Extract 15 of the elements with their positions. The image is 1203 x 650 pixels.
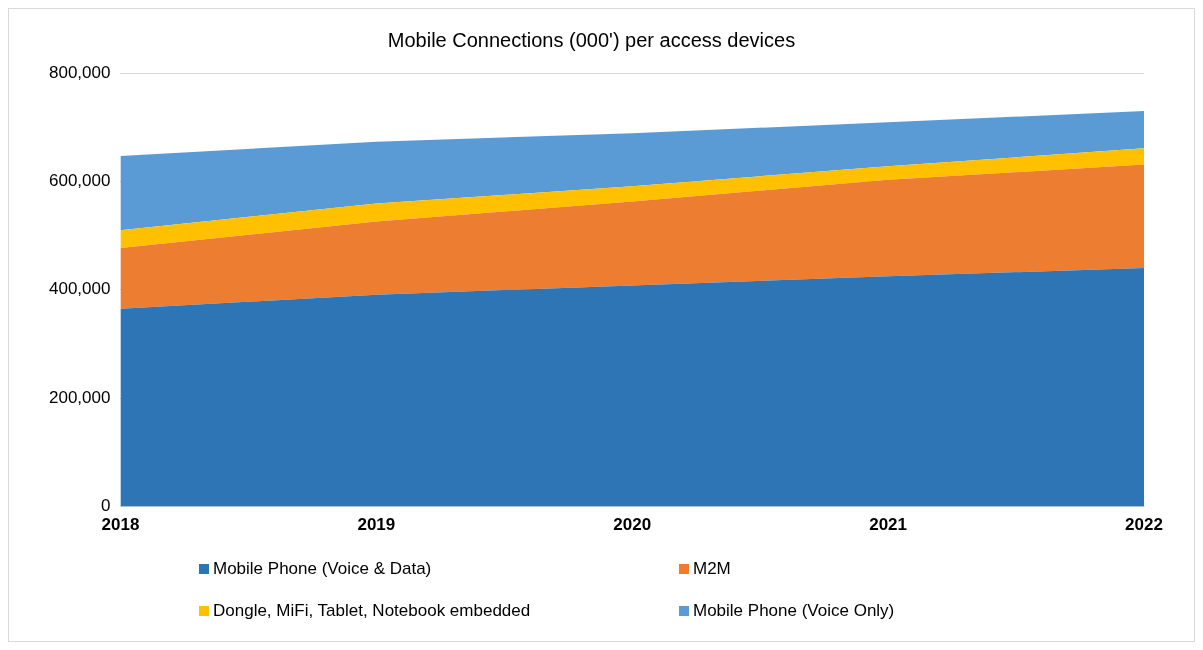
x-tick-label: 2020: [613, 515, 652, 535]
y-tick-label: 200,000: [49, 387, 111, 407]
legend-label: M2M: [693, 559, 731, 579]
x-tick-label: 2018: [101, 515, 140, 535]
y-tick-label: 800,000: [49, 62, 111, 82]
legend-label: Mobile Phone (Voice Only): [693, 601, 895, 621]
chart-title: Mobile Connections (000') per access devices: [387, 28, 796, 51]
legend-label: Dongle, MiFi, Tablet, Notebook embedded: [213, 601, 531, 621]
y-tick-label: 600,000: [49, 171, 111, 191]
y-tick-label: 0: [100, 496, 111, 516]
x-tick-label: 2019: [357, 515, 396, 535]
x-tick-label: 2021: [869, 515, 908, 535]
legend-label: Mobile Phone (Voice & Data): [213, 559, 432, 579]
y-tick-label: 400,000: [49, 279, 111, 299]
x-tick-label: 2022: [1125, 515, 1163, 535]
